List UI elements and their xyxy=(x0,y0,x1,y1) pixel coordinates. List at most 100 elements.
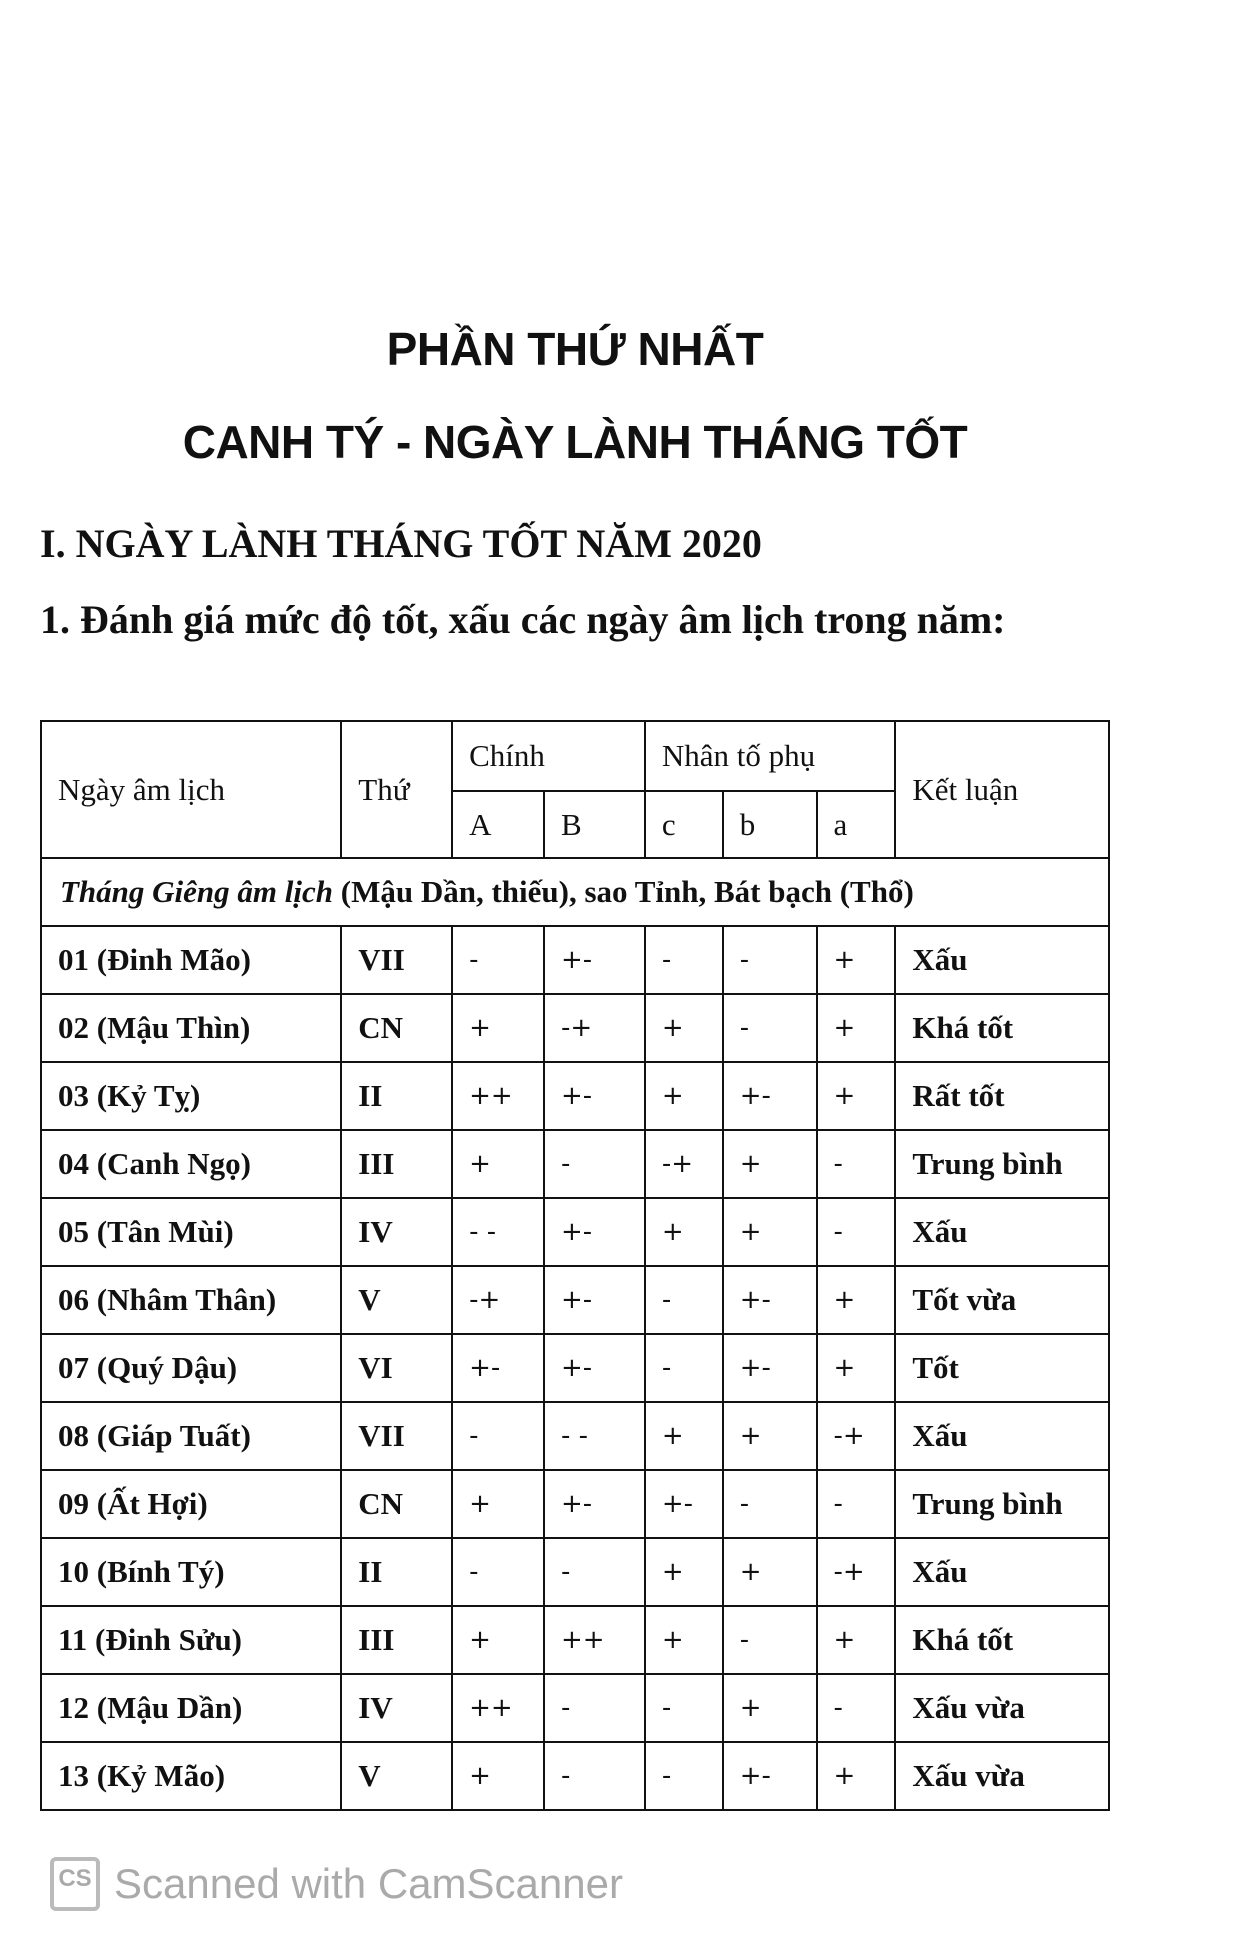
table-row: 07 (Quý Dậu) VI +- +- - +- + Tốt xyxy=(39,1333,1110,1403)
cell-day: 09 (Ất Hợi) xyxy=(39,1469,343,1539)
cell-weekday: III xyxy=(340,1605,454,1675)
cell-c: + xyxy=(643,993,724,1063)
cell-a: + xyxy=(815,993,897,1063)
cell-conclusion: Xấu xyxy=(894,925,1110,995)
cell-c: + xyxy=(643,1537,724,1607)
cell-B: - xyxy=(542,1673,646,1743)
header-day: Ngày âm lịch xyxy=(39,720,343,859)
table-row: 11 (Đinh Sửu) III + ++ + - + Khá tốt xyxy=(39,1605,1110,1675)
cell-B: +- xyxy=(542,1197,646,1267)
cell-a: - xyxy=(815,1129,897,1199)
cell-B: +- xyxy=(542,1061,646,1131)
cell-A: + xyxy=(451,1741,545,1811)
cell-c: - xyxy=(643,1333,724,1403)
month-row: Tháng Giêng âm lịch (Mậu Dần, thiếu), sa… xyxy=(40,857,1110,927)
camscanner-watermark: CS Scanned with CamScanner xyxy=(50,1857,623,1911)
cell-b: +- xyxy=(721,1061,818,1131)
cell-weekday: II xyxy=(340,1061,454,1131)
cell-A: ++ xyxy=(451,1673,545,1743)
cell-A: -+ xyxy=(451,1265,545,1335)
cell-a: + xyxy=(815,1333,897,1403)
cell-b: +- xyxy=(721,1741,818,1811)
table-row: 06 (Nhâm Thân) V -+ +- - +- + Tốt vừa xyxy=(39,1265,1110,1335)
cell-A: + xyxy=(451,993,545,1063)
cell-weekday: VI xyxy=(340,1333,454,1403)
cell-conclusion: Khá tốt xyxy=(894,993,1110,1063)
cell-weekday: V xyxy=(340,1265,454,1335)
cell-day: 12 (Mậu Dần) xyxy=(39,1673,343,1743)
cell-conclusion: Rất tốt xyxy=(894,1061,1110,1131)
cell-c: - xyxy=(643,1265,724,1335)
cell-day: 05 (Tân Mùi) xyxy=(39,1197,343,1267)
section-heading: I. NGÀY LÀNH THÁNG TỐT NĂM 2020 xyxy=(40,521,762,566)
cell-c: + xyxy=(643,1061,724,1131)
watermark-text: Scanned with CamScanner xyxy=(114,1860,623,1907)
header-B: B xyxy=(542,790,646,859)
cell-b: + xyxy=(721,1673,818,1743)
table-row: 12 (Mậu Dần) IV ++ - - + - Xấu vừa xyxy=(39,1673,1110,1743)
cell-conclusion: Xấu vừa xyxy=(894,1673,1110,1743)
cell-B: ++ xyxy=(542,1605,646,1675)
cell-A: + xyxy=(451,1469,545,1539)
cell-weekday: VII xyxy=(340,925,454,995)
cell-b: - xyxy=(721,1469,818,1539)
month-details: (Mậu Dần, thiếu), sao Tỉnh, Bát bạch (Th… xyxy=(333,874,914,909)
cell-B: - xyxy=(542,1537,646,1607)
cell-conclusion: Khá tốt xyxy=(894,1605,1110,1675)
cell-a: + xyxy=(815,1265,897,1335)
cell-b: +- xyxy=(721,1265,818,1335)
cell-B: - xyxy=(542,1129,646,1199)
cell-day: 11 (Đinh Sửu) xyxy=(39,1605,343,1675)
cell-day: 02 (Mậu Thìn) xyxy=(39,993,343,1063)
cell-a: - xyxy=(815,1673,897,1743)
header-main: Chính xyxy=(451,720,646,792)
cell-day: 03 (Kỷ Tỵ) xyxy=(39,1061,343,1131)
header-A: A xyxy=(451,790,545,859)
cell-a: - xyxy=(815,1469,897,1539)
cell-b: + xyxy=(721,1197,818,1267)
cell-day: 01 (Đinh Mão) xyxy=(39,925,343,995)
cell-A: - xyxy=(451,1537,545,1607)
cell-A: ++ xyxy=(451,1061,545,1131)
cell-conclusion: Tốt vừa xyxy=(894,1265,1110,1335)
cell-B: - xyxy=(542,1741,646,1811)
cell-conclusion: Xấu xyxy=(894,1401,1110,1471)
cell-b: - xyxy=(721,1605,818,1675)
cell-c: + xyxy=(643,1605,724,1675)
header-c: c xyxy=(643,790,724,859)
cell-day: 07 (Quý Dậu) xyxy=(39,1333,343,1403)
table-row: 04 (Canh Ngọ) III + - -+ + - Trung bình xyxy=(39,1129,1110,1199)
cell-day: 10 (Bính Tý) xyxy=(39,1537,343,1607)
table-row: 09 (Ất Hợi) CN + +- +- - - Trung bình xyxy=(39,1469,1110,1539)
cell-B: +- xyxy=(542,925,646,995)
cell-weekday: II xyxy=(340,1537,454,1607)
cell-conclusion: Trung bình xyxy=(894,1469,1110,1539)
cell-conclusion: Xấu vừa xyxy=(894,1741,1110,1811)
part-title: PHẦN THỨ NHẤT xyxy=(386,323,764,375)
cell-B: - - xyxy=(542,1401,646,1471)
main-title: CANH TÝ - NGÀY LÀNH THÁNG TỐT xyxy=(182,416,968,468)
cell-weekday: CN xyxy=(340,1469,454,1539)
cell-c: +- xyxy=(643,1469,724,1539)
cell-day: 13 (Kỷ Mão) xyxy=(39,1741,343,1811)
cell-B: -+ xyxy=(542,993,646,1063)
table-row: 02 (Mậu Thìn) CN + -+ + - + Khá tốt xyxy=(39,993,1110,1063)
cell-b: +- xyxy=(721,1333,818,1403)
cell-day: 04 (Canh Ngọ) xyxy=(39,1129,343,1199)
table-row: 08 (Giáp Tuất) VII - - - + + -+ Xấu xyxy=(39,1401,1110,1471)
cell-b: - xyxy=(721,993,818,1063)
camscanner-logo-icon: CS xyxy=(50,1857,100,1911)
month-name: Tháng Giêng âm lịch xyxy=(60,874,334,909)
cell-A: - xyxy=(451,925,545,995)
cell-weekday: V xyxy=(340,1741,454,1811)
cell-c: + xyxy=(643,1401,724,1471)
cell-weekday: IV xyxy=(340,1197,454,1267)
cell-conclusion: Trung bình xyxy=(894,1129,1110,1199)
cell-day: 08 (Giáp Tuất) xyxy=(39,1401,343,1471)
cell-A: + xyxy=(451,1605,545,1675)
cell-c: -+ xyxy=(643,1129,724,1199)
cell-b: + xyxy=(721,1129,818,1199)
cell-c: + xyxy=(643,1197,724,1267)
cell-a: + xyxy=(815,1741,897,1811)
cell-conclusion: Xấu xyxy=(894,1537,1110,1607)
